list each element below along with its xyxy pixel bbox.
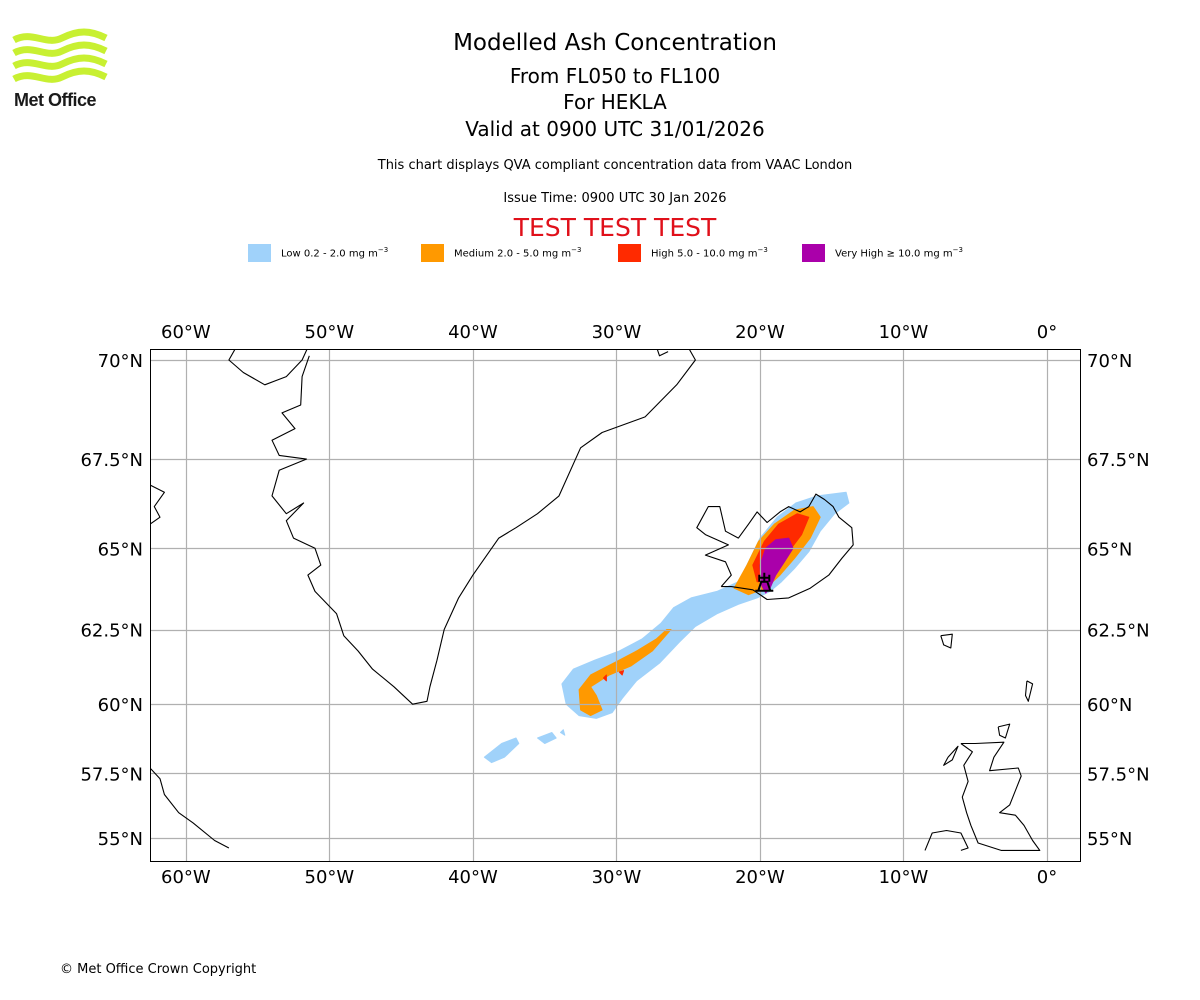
map-frame	[150, 349, 1081, 862]
coastline-baffin	[150, 484, 165, 525]
coastline-greenland	[228, 349, 308, 386]
legend-label-low: Low 0.2 - 2.0 mg m−3	[281, 246, 389, 260]
logo-wave	[12, 67, 108, 83]
lat-tick-label-left: 57.5°N	[80, 764, 143, 785]
gridlines	[150, 349, 1080, 861]
coastline-labrador	[150, 767, 230, 849]
lat-tick-label-left: 65°N	[98, 539, 143, 560]
coastline-scotland	[960, 741, 1041, 851]
lon-tick-label-top: 20°W	[735, 322, 785, 343]
lat-tick-label-right: 70°N	[1087, 351, 1132, 372]
coastline-greenland-west	[271, 349, 696, 705]
lon-tick-label-top: 10°W	[879, 322, 929, 343]
legend-swatch-low	[248, 244, 271, 262]
lat-tick-label-right: 65°N	[1087, 539, 1132, 560]
lon-tick-label-bottom: 30°W	[592, 867, 642, 888]
lon-tick-label-top: 30°W	[592, 322, 642, 343]
lat-tick-label-left: 70°N	[98, 351, 143, 372]
lat-tick-label-left: 55°N	[98, 829, 143, 850]
legend-swatch-very-high	[802, 244, 825, 262]
legend-item-medium: Medium 2.0 - 5.0 mg m−3	[421, 244, 581, 262]
met-office-waves-icon	[12, 28, 108, 83]
lat-tick-label-right: 67.5°N	[1087, 450, 1150, 471]
volcano-marker	[755, 572, 774, 592]
legend-swatch-high	[618, 244, 641, 262]
met-office-logo: Met Office	[12, 28, 108, 114]
copyright: © Met Office Crown Copyright	[60, 962, 257, 977]
ash-region-low	[537, 732, 557, 744]
legend-item-very-high: Very High ≥ 10.0 mg m−3	[802, 244, 963, 262]
legend-item-high: High 5.0 - 10.0 mg m−3	[618, 244, 768, 262]
legend-swatch-medium	[421, 244, 444, 262]
lat-tick-label-right: 62.5°N	[1087, 621, 1150, 642]
valid-time: Valid at 0900 UTC 31/01/2026	[465, 117, 765, 141]
lon-tick-label-bottom: 60°W	[161, 867, 211, 888]
coastlines	[150, 349, 1041, 851]
ash-region-high	[603, 674, 607, 682]
logo-wave	[12, 28, 108, 44]
lat-tick-label-right: 57.5°N	[1087, 764, 1150, 785]
lon-tick-label-top: 60°W	[161, 322, 211, 343]
legend-label-medium: Medium 2.0 - 5.0 mg m−3	[454, 246, 582, 260]
lat-tick-label-left: 62.5°N	[80, 621, 143, 642]
coastline-shetland	[1024, 680, 1034, 702]
ash-region-low	[483, 737, 520, 764]
lon-tick-label-top: 40°W	[448, 322, 498, 343]
lon-tick-label-bottom: 50°W	[305, 867, 355, 888]
axis-labels: 60°W 60°W 50°W 50°W 40°W 40°W 30°W 30°W 20°W 20°W…	[80, 322, 1149, 888]
coastline-iceland	[696, 493, 854, 601]
lat-tick-label-right: 55°N	[1087, 829, 1132, 850]
volcano-name: For HEKLA	[563, 90, 667, 114]
lon-tick-label-bottom: 20°W	[735, 867, 785, 888]
legend-label-very-high: Very High ≥ 10.0 mg m−3	[835, 246, 963, 260]
ash-region-medium	[578, 629, 672, 717]
ash-region-high	[618, 670, 625, 676]
ash-layer	[483, 491, 850, 764]
coastline-faroe	[940, 633, 953, 649]
coastline-greenland-north-fragment	[656, 349, 669, 357]
logo-wave	[12, 54, 108, 70]
volcano-icon	[755, 572, 774, 592]
lat-tick-label-left: 60°N	[98, 695, 143, 716]
flight-level-range: From FL050 to FL100	[509, 64, 721, 88]
ash-region-low	[560, 729, 566, 736]
lon-tick-label-bottom: 0°	[1037, 867, 1057, 888]
chart-subtitle: This chart displays QVA compliant concen…	[377, 158, 853, 173]
lat-tick-label-left: 67.5°N	[80, 450, 143, 471]
coastline-lewis	[943, 745, 959, 766]
logo-text: Met Office	[14, 90, 97, 110]
issue-time: Issue Time: 0900 UTC 30 Jan 2026	[503, 191, 727, 206]
lon-tick-label-top: 50°W	[305, 322, 355, 343]
coastline-orkney	[997, 723, 1011, 739]
legend-label-high: High 5.0 - 10.0 mg m−3	[651, 246, 768, 260]
legend-item-low: Low 0.2 - 2.0 mg m−3	[248, 244, 388, 262]
lat-tick-label-right: 60°N	[1087, 695, 1132, 716]
lon-tick-label-top: 0°	[1037, 322, 1057, 343]
lon-tick-label-bottom: 10°W	[879, 867, 929, 888]
lon-tick-label-bottom: 40°W	[448, 867, 498, 888]
logo-wave	[12, 41, 108, 57]
test-banner: TEST TEST TEST	[513, 213, 717, 242]
coastline-ireland-north	[924, 829, 969, 851]
chart-title: Modelled Ash Concentration	[453, 30, 777, 56]
